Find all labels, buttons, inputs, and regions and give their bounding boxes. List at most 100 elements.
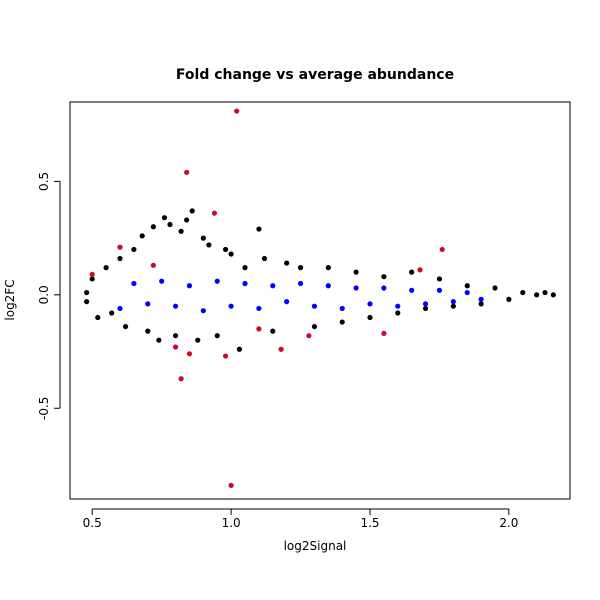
data-point — [534, 292, 540, 298]
data-point — [167, 221, 173, 228]
data-point — [242, 280, 248, 287]
data-point — [228, 482, 234, 488]
data-point — [145, 328, 151, 334]
data-point — [381, 330, 387, 336]
data-point — [256, 326, 262, 332]
data-point — [325, 265, 331, 271]
data-point — [236, 346, 243, 352]
data-point — [211, 210, 218, 216]
data-point — [172, 303, 179, 309]
data-point — [506, 296, 512, 302]
data-point — [172, 333, 179, 339]
data-point — [206, 242, 212, 248]
data-point — [395, 303, 401, 309]
data-point — [306, 333, 312, 339]
data-point — [184, 169, 190, 175]
data-point — [297, 265, 304, 271]
data-point — [325, 283, 331, 289]
data-point — [222, 246, 229, 253]
data-point — [464, 289, 470, 296]
data-point — [228, 251, 234, 257]
data-point — [228, 303, 234, 309]
data-point — [422, 301, 429, 307]
data-point — [367, 314, 373, 321]
data-point — [214, 333, 220, 339]
data-point — [311, 303, 318, 309]
data-point — [186, 283, 193, 289]
x-tick-label: 2.0 — [499, 516, 518, 530]
data-point — [200, 308, 206, 314]
x-tick-label: 1.0 — [222, 516, 241, 530]
data-point — [139, 233, 145, 239]
data-point — [186, 351, 193, 357]
data-point — [464, 283, 470, 289]
data-point — [189, 208, 195, 214]
data-point — [131, 246, 137, 253]
data-point — [381, 285, 387, 291]
data-point — [339, 319, 345, 325]
data-point — [278, 346, 284, 352]
x-axis: 0.5 1.0 1.5 2.0 — [83, 508, 518, 530]
data-point — [195, 337, 201, 343]
y-tick-label: -0.5 — [37, 397, 51, 420]
data-point — [409, 269, 415, 275]
data-point — [450, 299, 456, 305]
data-point — [117, 305, 123, 312]
y-tick-label: 0.5 — [37, 172, 51, 191]
data-point — [84, 299, 90, 305]
data-point — [117, 255, 123, 262]
data-point — [156, 337, 162, 343]
data-point — [109, 310, 115, 316]
data-point — [214, 278, 220, 284]
data-point — [270, 328, 276, 334]
data-point — [145, 301, 151, 307]
data-point — [84, 289, 90, 296]
data-point — [178, 376, 184, 382]
data-point — [242, 265, 248, 271]
data-point — [222, 353, 229, 359]
data-point — [422, 305, 429, 312]
data-point — [439, 246, 445, 253]
x-axis-label: log2Signal — [284, 539, 347, 553]
data-point — [117, 244, 123, 250]
data-point — [234, 108, 240, 114]
data-point — [95, 314, 101, 321]
data-point — [284, 299, 290, 305]
x-tick-label: 1.5 — [360, 516, 379, 530]
data-point — [161, 215, 168, 221]
data-point — [284, 260, 290, 266]
data-point — [353, 285, 359, 291]
data-point — [381, 274, 387, 280]
data-point — [450, 303, 456, 309]
data-point — [89, 276, 95, 282]
data-point — [542, 289, 548, 296]
data-point — [478, 301, 484, 307]
data-point — [131, 280, 137, 287]
chart-title: Fold change vs average abundance — [176, 67, 454, 83]
data-point — [89, 271, 95, 278]
data-point — [436, 287, 443, 293]
data-point — [184, 217, 190, 223]
data-point — [270, 283, 276, 289]
data-point — [353, 269, 359, 275]
plot-frame — [69, 101, 571, 500]
data-point — [172, 344, 179, 350]
y-axis: -0.5 0.0 0.5 — [37, 172, 61, 420]
data-point — [436, 276, 443, 282]
y-tick-label: 0.0 — [37, 285, 51, 304]
data-point — [409, 287, 415, 293]
data-point — [150, 262, 156, 268]
data-point — [200, 235, 206, 241]
data-point — [550, 292, 556, 298]
data-point — [492, 285, 498, 291]
data-point — [395, 310, 401, 316]
data-point — [478, 296, 484, 302]
data-point — [150, 224, 156, 230]
data-point — [178, 228, 184, 234]
data-point — [339, 305, 345, 312]
data-point — [122, 323, 129, 330]
data-point — [159, 278, 165, 284]
data-point — [367, 301, 373, 307]
data-point — [261, 255, 268, 262]
